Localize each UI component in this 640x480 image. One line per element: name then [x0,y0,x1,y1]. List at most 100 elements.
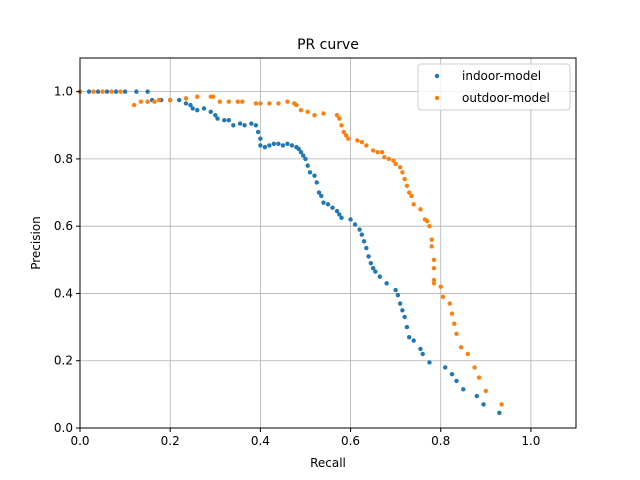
y-axis-label: Precision [29,216,43,270]
data-point [343,133,349,138]
data-point [231,123,236,128]
y-tick-label: 0.4 [54,286,73,300]
data-point [319,193,324,199]
data-point [454,378,459,384]
data-point [271,141,277,146]
x-tick-label: 0.6 [341,434,360,448]
data-point [418,346,423,352]
data-point [312,173,317,178]
data-point [337,212,342,217]
data-point [404,183,410,189]
data-point [210,94,216,99]
data-point [406,190,412,195]
data-point [397,165,403,170]
data-point [359,139,365,145]
data-point [240,99,245,104]
data-point [177,97,182,103]
data-point [100,89,105,94]
data-point [359,232,365,237]
data-point [104,89,110,94]
data-point [377,274,383,279]
data-point [497,410,502,416]
legend: indoor-model outdoor-model [417,63,571,111]
y-tick-label: 0.2 [54,354,73,368]
y-tick-label: 0.6 [54,219,73,233]
data-point [316,190,322,195]
data-point [454,331,459,337]
data-point [341,129,346,135]
data-point [449,371,455,377]
data-point [337,116,342,121]
data-point [357,227,362,232]
data-point [298,149,304,155]
data-point [276,101,281,106]
data-point [393,287,398,293]
legend-box [417,63,571,111]
data-point [289,143,295,148]
chart-title: PR curve [297,37,359,53]
axis-ticks: 0.0 0.2 0.4 0.6 0.8 1.0 0.0 0.2 0.4 0.6 0.8 1.0 [54,85,541,448]
data-point [276,141,281,146]
data-point [438,284,443,289]
x-tick-label: 0.8 [431,434,450,448]
data-point [262,144,268,150]
data-point [370,148,376,153]
data-point [226,99,231,104]
data-point [222,118,227,123]
data-point [391,158,396,163]
data-point [429,244,434,249]
series-indoor-model [77,89,502,416]
data-point [145,89,150,94]
data-point [447,301,452,306]
data-point [373,269,378,274]
data-point [382,155,387,160]
y-tick-label: 0.0 [54,421,73,435]
data-point [267,101,272,106]
y-tick-label: 0.8 [54,152,73,166]
data-point [301,153,306,158]
data-point [188,102,193,108]
data-point [156,97,162,103]
data-point [298,107,304,113]
x-tick-label: 1.0 [521,434,540,448]
data-point [370,266,376,271]
x-tick-label: 0.0 [70,434,89,448]
y-tick-label: 1.0 [54,85,73,99]
data-point [183,101,189,106]
legend-marker-indoor-model [434,73,440,79]
data-point [443,365,448,370]
data-point [352,222,358,227]
data-point [109,89,114,94]
data-point [449,311,455,316]
data-point [395,292,401,298]
data-point [425,218,430,224]
data-point [321,111,326,116]
data-point [483,388,489,394]
data-point [294,102,299,108]
data-point [237,121,243,126]
data-point [384,281,389,286]
data-point [267,143,272,148]
legend-label-outdoor-model: outdoor-model [462,91,550,105]
legend-label-indoor-model: indoor-model [462,69,541,83]
data-point [361,239,367,244]
data-point [375,149,380,155]
data-point [195,94,200,99]
data-point [404,324,410,330]
data-point [134,89,139,94]
data-point [476,375,482,380]
data-point [122,89,128,94]
data-point [213,112,218,118]
data-point [364,143,369,148]
data-point [314,180,319,185]
legend-marker-outdoor-model [434,95,440,101]
data-point [138,99,144,104]
data-point [411,338,416,343]
data-point [208,109,213,115]
data-point [429,237,434,242]
data-point [499,402,504,407]
data-point [402,314,407,320]
data-point [427,223,432,229]
data-point [312,112,317,118]
data-point [285,141,290,146]
